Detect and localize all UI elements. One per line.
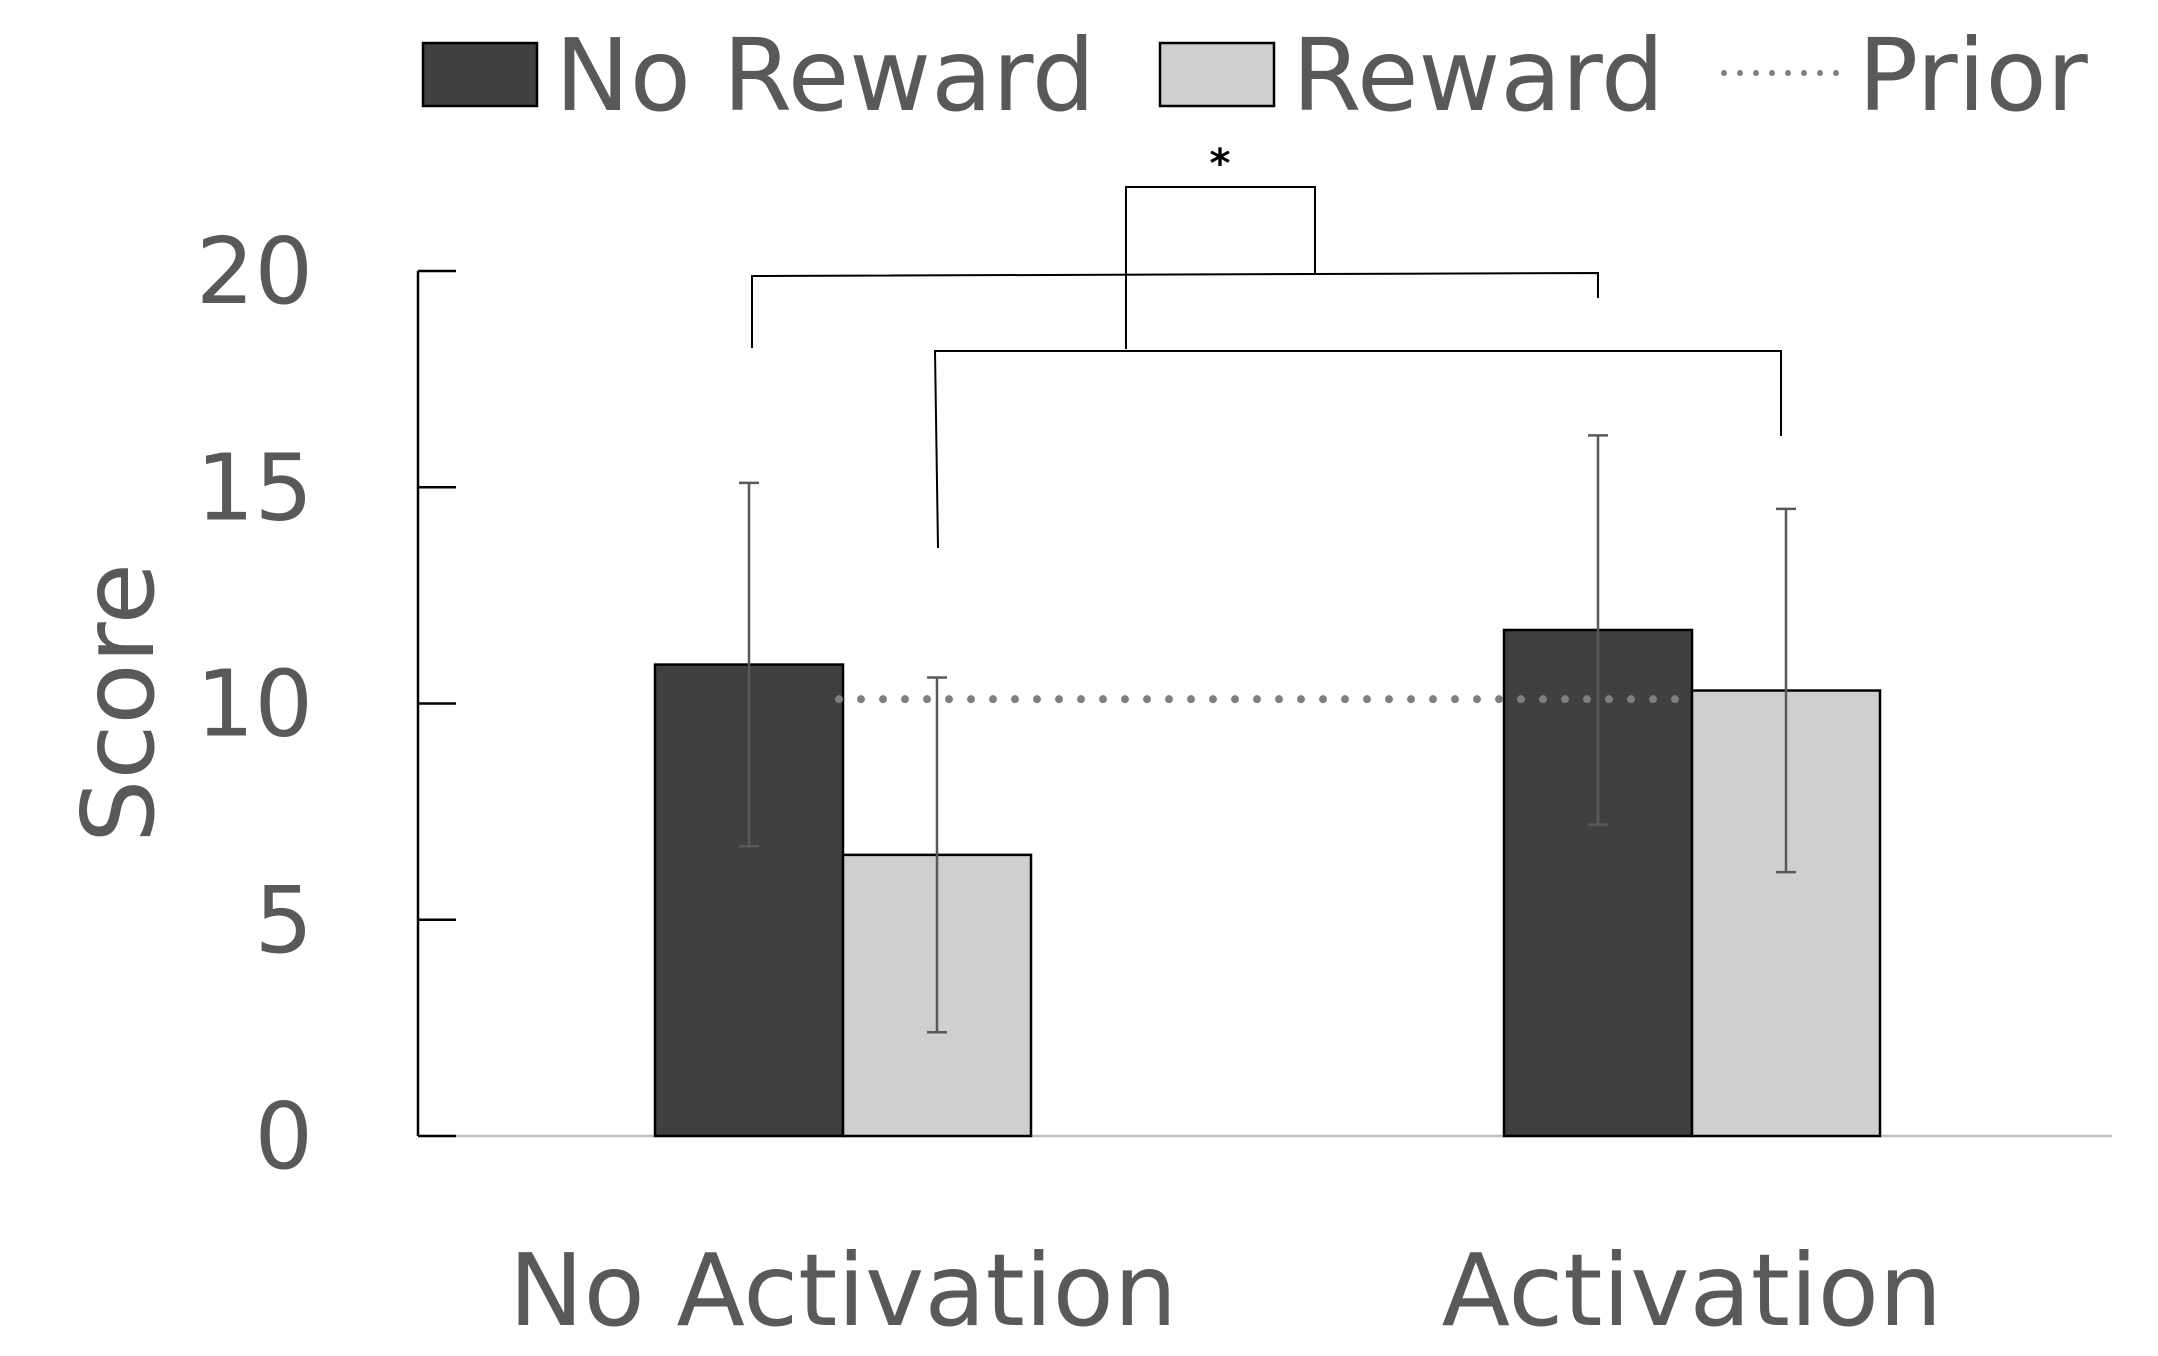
y-tick-label: 0 xyxy=(254,1083,313,1190)
legend: No Reward Reward Prior xyxy=(421,17,2089,134)
category-label: No Activation xyxy=(509,1232,1177,1349)
bars xyxy=(653,628,1882,1138)
legend-swatch xyxy=(421,41,539,108)
error-bar xyxy=(739,481,759,848)
y-tick-labels: 0 5 10 15 20 xyxy=(196,218,313,1190)
legend-entry: Reward xyxy=(1158,17,1664,134)
legend-label: No Reward xyxy=(555,17,1095,134)
error-bar xyxy=(1588,434,1608,826)
y-tick-label: 5 xyxy=(254,867,313,974)
error-bar xyxy=(1776,507,1796,874)
legend-entry: No Reward xyxy=(421,17,1095,134)
bracket-reward-pair xyxy=(933,350,1782,549)
legend-swatch xyxy=(1158,41,1276,108)
category-label: Activation xyxy=(1442,1232,1943,1349)
legend-label: Reward xyxy=(1292,17,1664,134)
y-tick-label: 10 xyxy=(196,651,313,758)
significance-star: * xyxy=(1210,141,1231,187)
y-tick-label: 15 xyxy=(196,434,313,541)
y-tick-label: 20 xyxy=(196,218,313,325)
y-axis-title: Score xyxy=(60,563,177,843)
legend-entry: Prior xyxy=(1721,17,2089,134)
category-labels: No Activation Activation xyxy=(509,1232,1943,1349)
error-bars xyxy=(739,434,1796,1034)
significance-brackets: * xyxy=(751,141,1782,549)
error-bar xyxy=(927,676,947,1034)
bracket-no-reward-pair xyxy=(751,271,1599,348)
bracket-comparison xyxy=(1125,186,1316,349)
legend-label: Prior xyxy=(1858,17,2089,134)
